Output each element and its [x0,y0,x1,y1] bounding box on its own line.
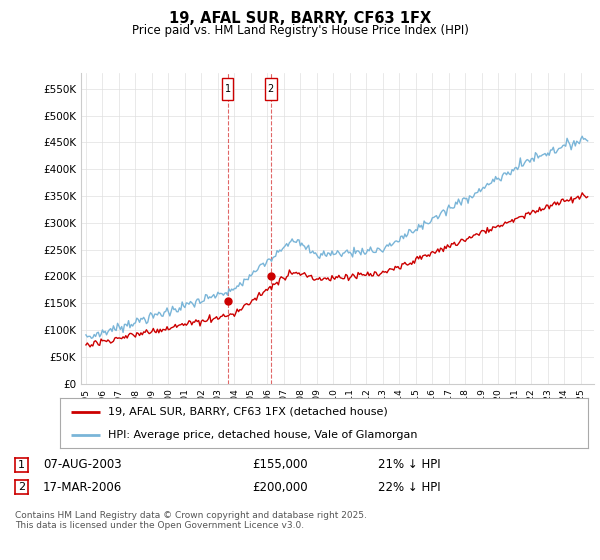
Text: Price paid vs. HM Land Registry's House Price Index (HPI): Price paid vs. HM Land Registry's House … [131,24,469,36]
Text: Contains HM Land Registry data © Crown copyright and database right 2025.
This d: Contains HM Land Registry data © Crown c… [15,511,367,530]
Text: £155,000: £155,000 [252,458,308,472]
Text: HPI: Average price, detached house, Vale of Glamorgan: HPI: Average price, detached house, Vale… [107,431,417,440]
Text: 19, AFAL SUR, BARRY, CF63 1FX: 19, AFAL SUR, BARRY, CF63 1FX [169,11,431,26]
Text: 22% ↓ HPI: 22% ↓ HPI [378,480,440,494]
Text: 21% ↓ HPI: 21% ↓ HPI [378,458,440,472]
Text: 17-MAR-2006: 17-MAR-2006 [43,480,122,494]
Text: 1: 1 [224,84,231,94]
Bar [265,78,277,100]
Bar [222,78,233,100]
Text: 1: 1 [18,460,25,470]
Text: £200,000: £200,000 [252,480,308,494]
Text: 07-AUG-2003: 07-AUG-2003 [43,458,121,472]
Text: 2: 2 [268,84,274,94]
Text: 19, AFAL SUR, BARRY, CF63 1FX (detached house): 19, AFAL SUR, BARRY, CF63 1FX (detached … [107,407,387,417]
Text: 2: 2 [18,482,25,492]
